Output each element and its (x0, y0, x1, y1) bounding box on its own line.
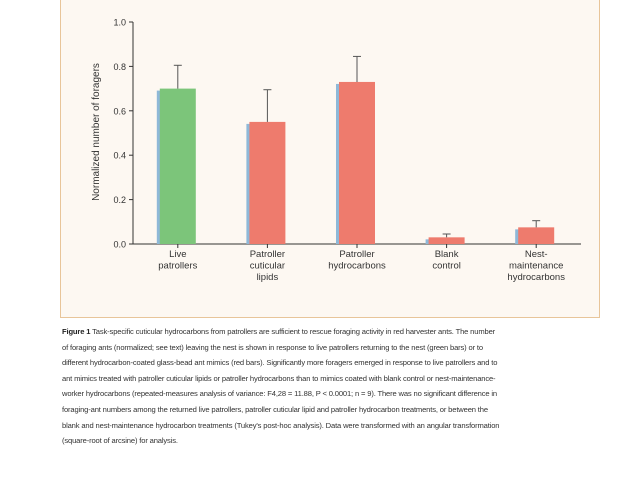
x-category-label: Blank control (432, 249, 461, 272)
bar-shadow (336, 83, 340, 244)
caption-line: (square-root of arcsine) for analysis. (62, 436, 178, 446)
y-tick-label: 0.8 (113, 62, 126, 72)
caption-line: different hydrocarbon-coated glass-bead … (62, 358, 498, 368)
y-tick-label: 0.6 (113, 106, 126, 116)
y-tick-label: 0.2 (113, 195, 126, 205)
bar-chart: 0.0 0.2 0.4 0.6 0.8 1.0 Live patrollers Patroll… (91, 18, 581, 283)
bar-shadow (515, 229, 520, 244)
y-tick-label: 0.0 (113, 240, 126, 250)
caption-line: of foraging ants (normalized; see text) … (62, 342, 483, 352)
figure-caption: Figure 1 Task-specific cuticular hydroca… (62, 324, 600, 449)
y-tick-label: 1.0 (113, 18, 126, 28)
caption-line: foraging-ant numbers among the returned … (62, 404, 488, 414)
bar (428, 237, 465, 244)
caption-line: blank and nest-maintenance hydrocarbon t… (62, 420, 500, 430)
bar (518, 227, 555, 244)
bar (159, 88, 196, 244)
x-category-label: Nest-maintenance hydrocarbons (507, 249, 565, 283)
bar (339, 81, 375, 244)
bar-shadow (246, 123, 251, 244)
figure-panel: 0.0 0.2 0.4 0.6 0.8 1.0 Live patrollers Patroll… (60, 0, 600, 318)
bar-shadow (156, 90, 161, 244)
bar-shadow (425, 239, 430, 244)
caption-label: Figure 1 (62, 327, 91, 336)
x-category-label: Patroller hydrocarbons (328, 249, 386, 272)
y-axis-label: Normalized number of foragers (91, 63, 102, 201)
caption-line: ant mimics treated with patroller cuticu… (62, 373, 496, 383)
caption-body: Task-specific cuticular hydrocarbons fro… (62, 327, 500, 446)
y-tick-label: 0.4 (113, 151, 126, 161)
bar (249, 121, 286, 244)
caption-line: Task-specific cuticular hydrocarbons fro… (90, 327, 496, 336)
x-category-label: Live patrollers (158, 249, 197, 272)
caption-line: worker hydrocarbons (repeated-measures a… (62, 389, 498, 399)
x-category-label: Patroller cuticular lipids (250, 249, 285, 283)
